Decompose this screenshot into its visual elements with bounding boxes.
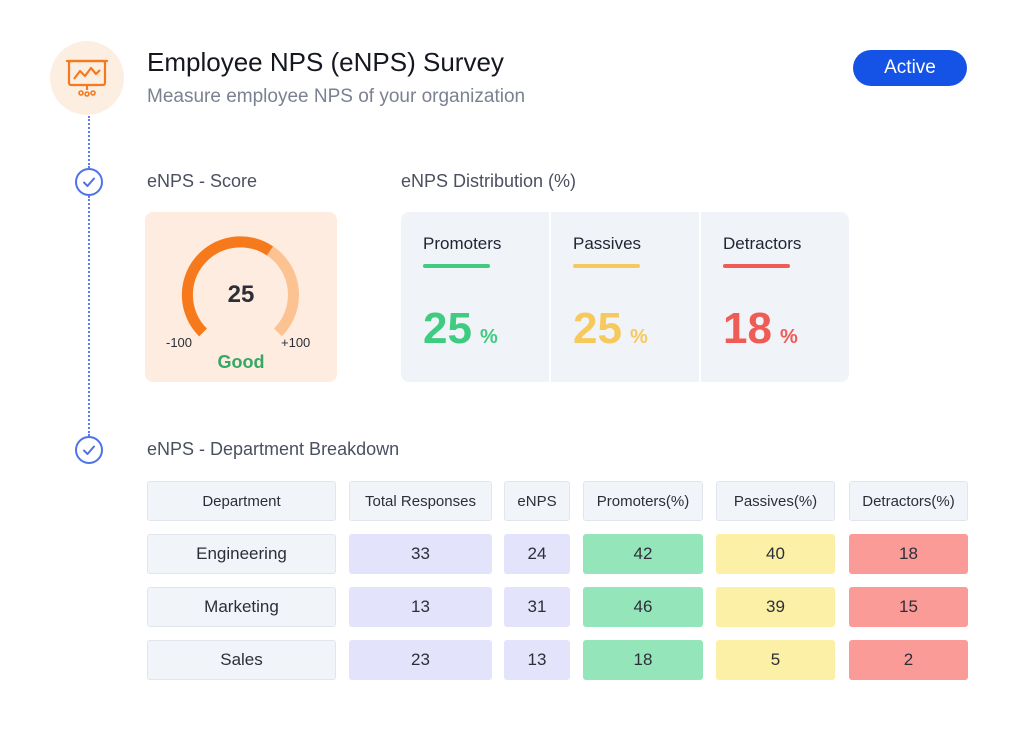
score-card: 25 -100 +100 Good (145, 212, 337, 382)
promoters-value: 25% (423, 304, 498, 353)
step-check-icon (75, 168, 103, 196)
column-header-passives: Passives(%) (716, 481, 835, 521)
table-cell-detractors: 2 (849, 640, 968, 680)
survey-logo (50, 41, 124, 115)
gauge-fill (181, 236, 273, 337)
table-row-department: Sales (147, 640, 336, 680)
page-title: Employee NPS (eNPS) Survey (147, 47, 504, 77)
passives-bar (573, 264, 640, 268)
score-max-label: +100 (281, 335, 311, 350)
table-cell-total-responses: 33 (349, 534, 492, 574)
score-min-label: -100 (166, 335, 193, 350)
table-cell-enps: 24 (504, 534, 570, 574)
detractors-label: Detractors (723, 234, 802, 253)
table-cell-passives: 40 (716, 534, 835, 574)
table-row-department: Marketing (147, 587, 336, 627)
timeline-connector (88, 116, 90, 168)
passives-column: Passives 25% (549, 212, 699, 382)
presentation-chart-icon (65, 59, 109, 97)
table-row-department: Engineering (147, 534, 336, 574)
table-cell-enps: 31 (504, 587, 570, 627)
promoters-bar (423, 264, 490, 268)
page-subtitle: Measure employee NPS of your organizatio… (147, 86, 526, 107)
breakdown-section-label: eNPS - Department Breakdown (147, 439, 400, 459)
passives-label: Passives (573, 234, 642, 253)
table-cell-detractors: 18 (849, 534, 968, 574)
table-cell-promoters: 46 (583, 587, 703, 627)
table-cell-passives: 39 (716, 587, 835, 627)
table-cell-enps: 13 (504, 640, 570, 680)
promoters-label: Promoters (423, 234, 502, 253)
distribution-card: Promoters 25% Passives 25% Detractors 18… (401, 212, 849, 382)
column-header-total-responses: Total Responses (349, 481, 492, 521)
column-header-enps: eNPS (504, 481, 570, 521)
table-cell-passives: 5 (716, 640, 835, 680)
promoters-column: Promoters 25% (401, 212, 549, 382)
distribution-section-label: eNPS Distribution (%) (401, 171, 577, 191)
passives-value: 25% (573, 304, 648, 353)
table-cell-total-responses: 23 (349, 640, 492, 680)
table-cell-detractors: 15 (849, 587, 968, 627)
step-check-icon (75, 436, 103, 464)
score-section-label: eNPS - Score (147, 171, 258, 191)
table-cell-total-responses: 13 (349, 587, 492, 627)
column-header-department: Department (147, 481, 336, 521)
table-cell-promoters: 18 (583, 640, 703, 680)
score-status: Good (217, 352, 265, 372)
status-active-button[interactable]: Active (853, 50, 967, 86)
table-cell-promoters: 42 (583, 534, 703, 574)
score-value: 25 (227, 281, 255, 308)
detractors-value: 18% (723, 304, 798, 353)
score-gauge (181, 236, 299, 337)
detractors-bar (723, 264, 790, 268)
column-header-detractors: Detractors(%) (849, 481, 968, 521)
timeline-connector (88, 196, 90, 436)
detractors-column: Detractors 18% (699, 212, 849, 382)
column-header-promoters: Promoters(%) (583, 481, 703, 521)
